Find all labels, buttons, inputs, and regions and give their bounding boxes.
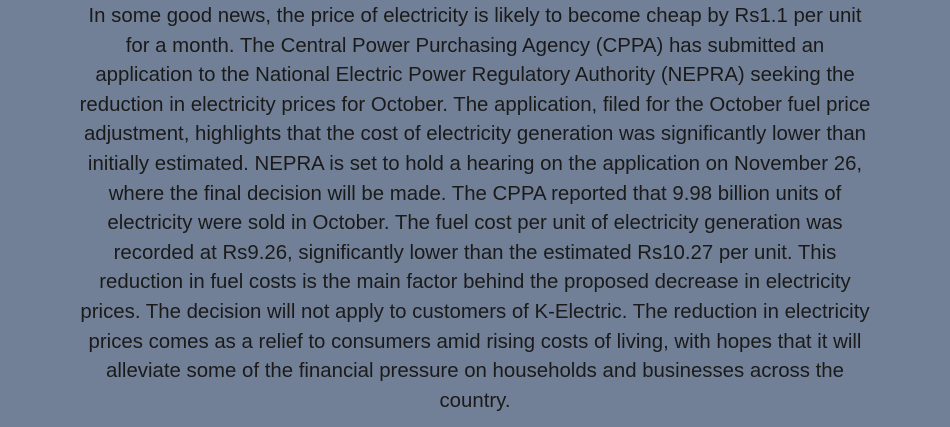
article-paragraph: In some good news, the price of electric… — [6, 2, 944, 416]
article-line: initially estimated. NEPRA is set to hol… — [87, 152, 863, 175]
article-line: country. — [439, 389, 511, 412]
article-line: reduction in fuel costs is the main fact… — [99, 271, 851, 294]
article-line: adjustment, highlights that the cost of … — [83, 123, 867, 146]
article-line: for a month. The Central Power Purchasin… — [125, 34, 825, 57]
article-line: recorded at Rs9.26, significantly lower … — [113, 241, 837, 264]
article-line: reduction in electricity prices for Octo… — [79, 93, 871, 116]
article-line: prices. The decision will not apply to c… — [80, 300, 870, 323]
article-line: In some good news, the price of electric… — [88, 5, 862, 27]
article-line: electricity were sold in October. The fu… — [107, 212, 843, 235]
article-line: prices comes as a relief to consumers am… — [88, 330, 862, 353]
article-line: where the final decision will be made. T… — [108, 182, 842, 205]
article-line: application to the National Electric Pow… — [95, 64, 855, 87]
article-line: alleviate some of the financial pressure… — [106, 360, 844, 383]
